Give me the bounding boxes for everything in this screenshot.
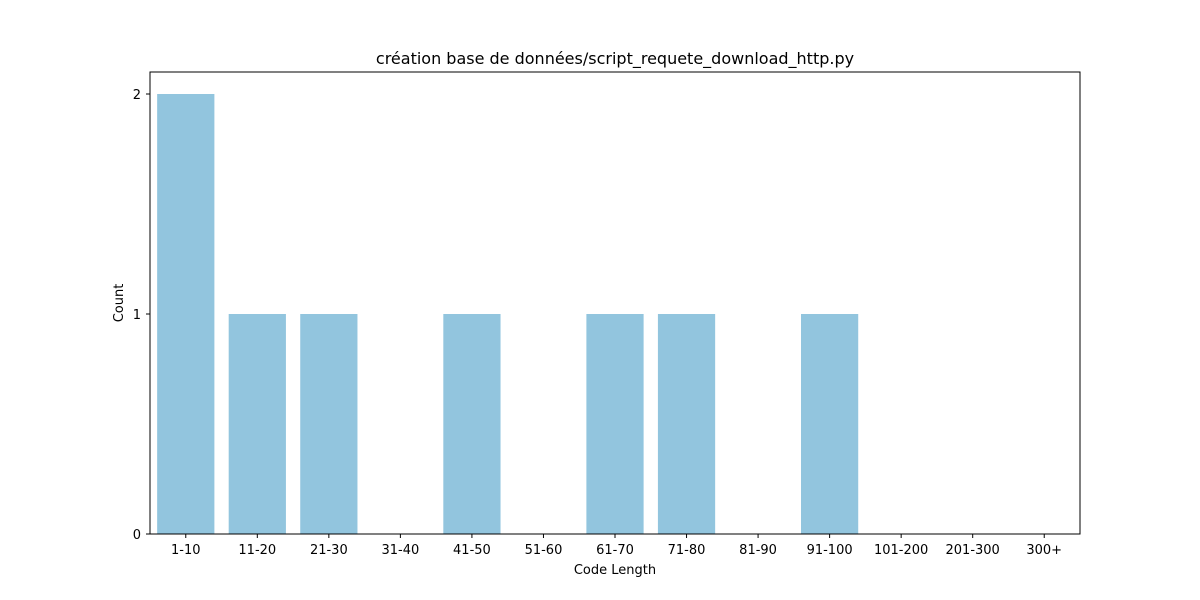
bar-21-30: [300, 314, 358, 534]
y-axis-ticks: 0 1 2: [133, 88, 150, 543]
x-tick-label: 51-60: [525, 543, 563, 558]
y-tick-label: 1: [133, 308, 141, 323]
x-axis-label: Code Length: [574, 563, 656, 578]
y-tick-label: 2: [133, 88, 141, 103]
x-tick-label: 71-80: [668, 543, 706, 558]
bar-41-50: [443, 314, 501, 534]
bar-61-70: [586, 314, 644, 534]
x-tick-label: 1-10: [171, 543, 201, 558]
x-tick-label: 201-300: [946, 543, 1000, 558]
bar-91-100: [801, 314, 859, 534]
x-tick-label: 61-70: [596, 543, 634, 558]
x-tick-label: 11-20: [238, 543, 276, 558]
x-tick-label: 21-30: [310, 543, 348, 558]
chart-title: création base de données/script_requete_…: [376, 49, 854, 69]
x-tick-label: 101-200: [874, 543, 928, 558]
bar-71-80: [657, 314, 716, 534]
x-axis-ticks: 1-10 11-20 21-30 31-40 41-50 51-60 61-70 71-80 8…: [171, 534, 1062, 558]
x-tick-label: 41-50: [453, 543, 491, 558]
x-tick-label: 300+: [1026, 543, 1062, 558]
bar-1-10: [157, 94, 215, 534]
bars-group: [157, 94, 859, 534]
x-tick-label: 31-40: [381, 543, 419, 558]
y-axis-label: Count: [112, 284, 127, 323]
x-tick-label: 81-90: [739, 543, 777, 558]
x-tick-label: 91-100: [807, 543, 853, 558]
bar-11-20: [228, 314, 286, 534]
y-tick-label: 0: [133, 528, 141, 543]
